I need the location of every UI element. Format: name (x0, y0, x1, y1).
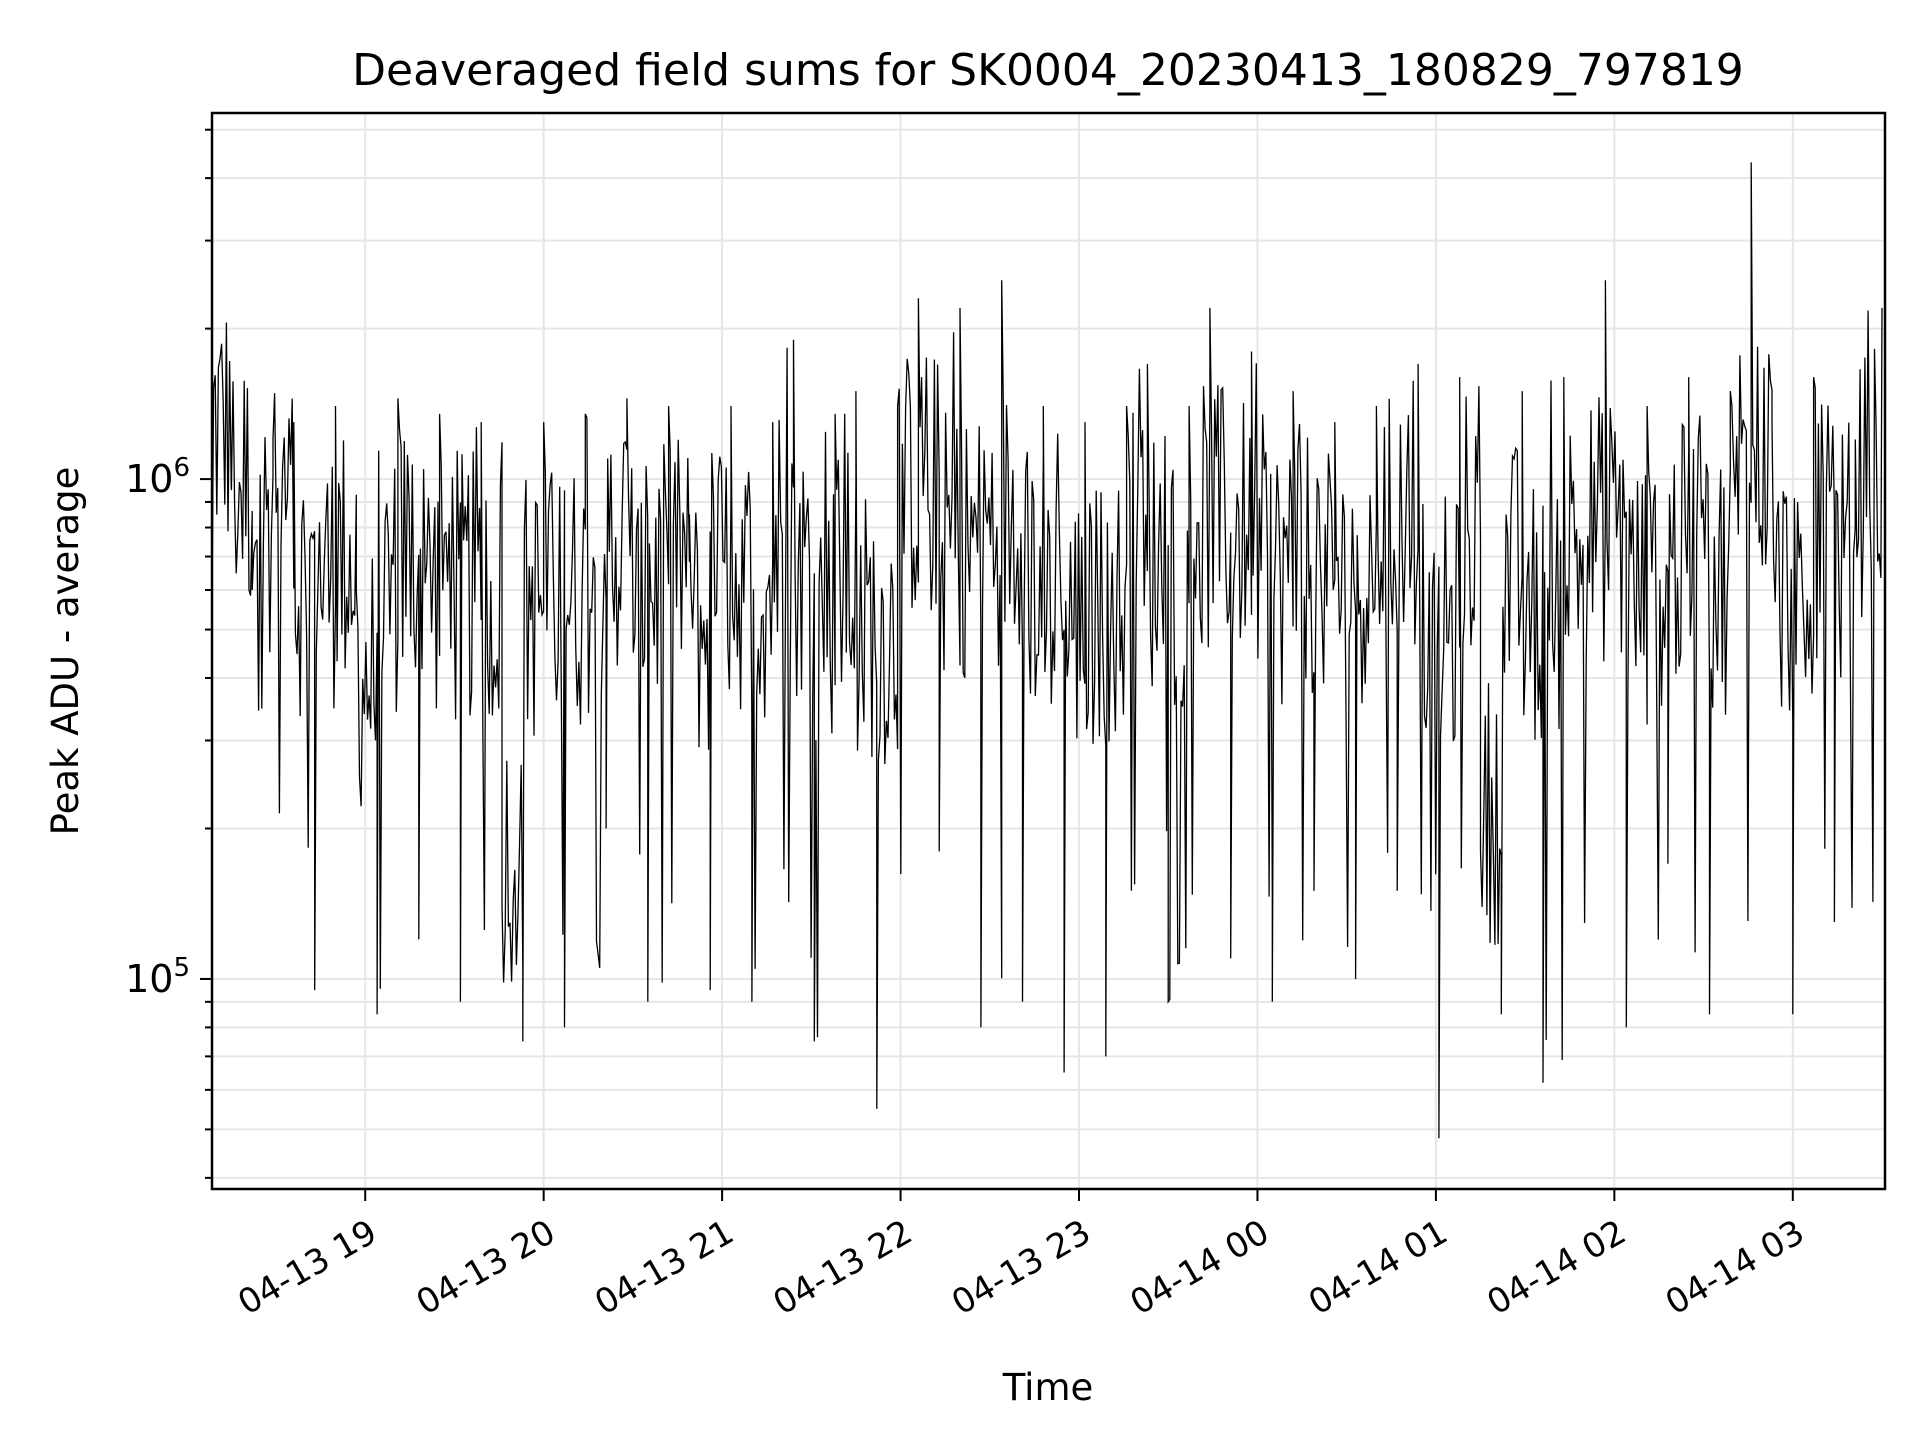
y-tick-label: 106 (125, 453, 190, 501)
y-tick-exponent: 6 (173, 453, 190, 483)
chart-title: Deaveraged field sums for SK0004_2023041… (352, 45, 1744, 96)
y-tick-exponent: 5 (173, 953, 190, 983)
data-layer (211, 162, 1883, 1139)
series-line (211, 162, 1883, 1139)
y-axis-label: Peak ADU - average (44, 467, 87, 836)
plot-frame (210, 111, 1887, 1191)
y-tick-label: 105 (125, 953, 190, 1001)
y-tick-base: 10 (125, 457, 173, 501)
x-axis-label: Time (1002, 1366, 1094, 1409)
y-tick-base: 10 (125, 957, 173, 1001)
